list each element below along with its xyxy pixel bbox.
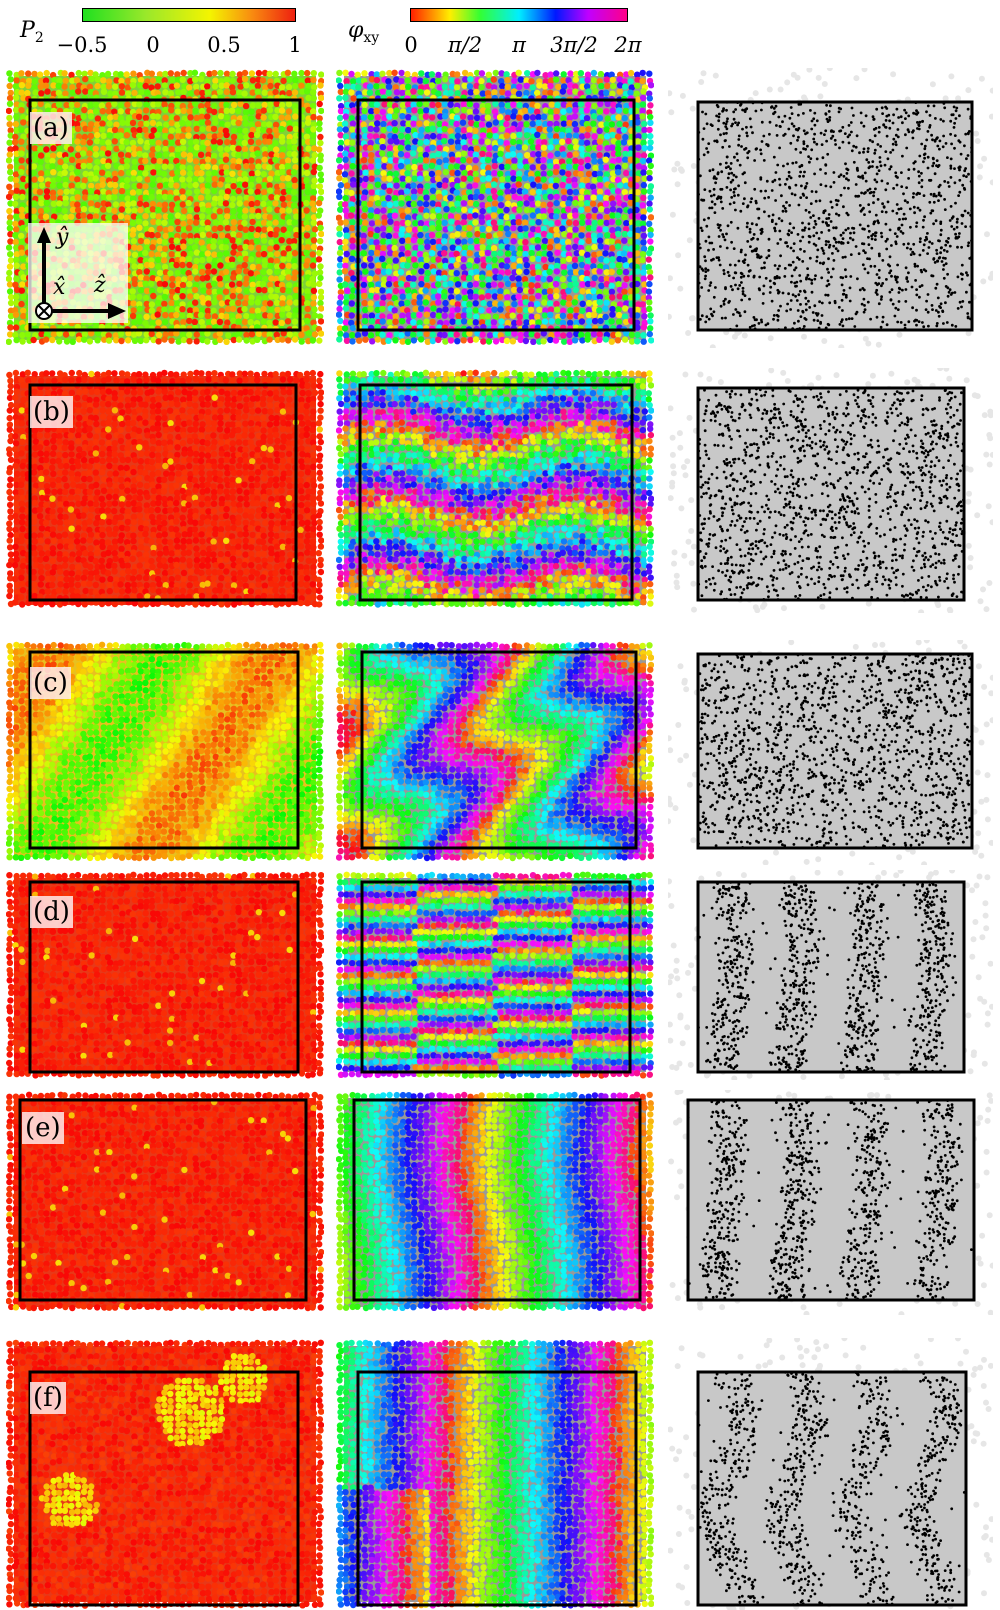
simulation-box-frame — [360, 880, 632, 1074]
density-map-panel — [668, 68, 993, 348]
simulation-box-frame — [28, 383, 298, 602]
phi-tick: 0 — [404, 33, 417, 57]
density-map-panel — [668, 1338, 993, 1610]
z-axis-label: ẑ — [94, 273, 106, 298]
density-map-panel — [668, 368, 993, 613]
simulation-box-frame — [696, 1370, 968, 1607]
density-map-panel — [668, 1090, 993, 1315]
simulation-box-frame — [356, 98, 636, 332]
simulation-box-frame — [28, 650, 300, 850]
phi-panel — [336, 368, 654, 613]
y-axis-label: ŷ — [56, 225, 68, 250]
p2-tick: 0 — [146, 33, 159, 57]
p2-colorbar — [82, 8, 296, 22]
simulation-box-frame — [28, 98, 302, 332]
phi-colorbar — [410, 8, 628, 22]
axes-inset: ŷ x̂ ẑ — [28, 223, 128, 323]
axes-icon — [35, 227, 126, 320]
simulation-box-frame — [28, 880, 300, 1074]
phi-tick: π — [512, 33, 526, 57]
phi-panel — [336, 870, 654, 1080]
row-label: (e) — [22, 1112, 64, 1144]
phi-panel — [336, 640, 654, 865]
density-map-panel — [668, 640, 993, 865]
row-label: (c) — [30, 667, 71, 699]
phi-panel — [336, 68, 654, 348]
simulation-box-frame — [686, 1098, 976, 1302]
simulation-box-frame — [356, 1370, 638, 1607]
simulation-box-frame — [28, 1370, 300, 1607]
phi-colorbar-label: φxy — [348, 18, 379, 46]
p2-colorbar-label: P2 — [20, 18, 44, 46]
simulation-box-frame — [696, 386, 966, 602]
simulation-box-frame — [360, 650, 638, 850]
row-label: (d) — [30, 896, 73, 928]
simulation-box-frame — [352, 1098, 642, 1302]
p2-panel — [6, 1338, 324, 1610]
density-map-panel — [668, 870, 993, 1080]
simulation-box-frame — [696, 880, 966, 1074]
phi-tick: 3π/2 — [550, 33, 598, 57]
row-label: (b) — [30, 396, 73, 428]
row-label: (a) — [30, 112, 72, 144]
simulation-box-frame — [358, 383, 634, 602]
simulation-box-frame — [696, 652, 974, 850]
p2-panel — [6, 368, 324, 613]
p2-tick: 1 — [288, 33, 301, 57]
simulation-box-frame — [696, 100, 974, 332]
p2-tick: 0.5 — [207, 33, 240, 57]
row-label: (f) — [30, 1382, 66, 1414]
phi-panel — [336, 1090, 654, 1315]
phi-tick: π/2 — [448, 33, 482, 57]
phi-panel — [336, 1338, 654, 1610]
p2-tick: −0.5 — [57, 33, 108, 57]
x-axis-label: x̂ — [53, 275, 65, 300]
phi-tick: 2π — [614, 33, 641, 57]
p2-panel — [6, 1090, 324, 1315]
simulation-box-frame — [18, 1098, 308, 1302]
